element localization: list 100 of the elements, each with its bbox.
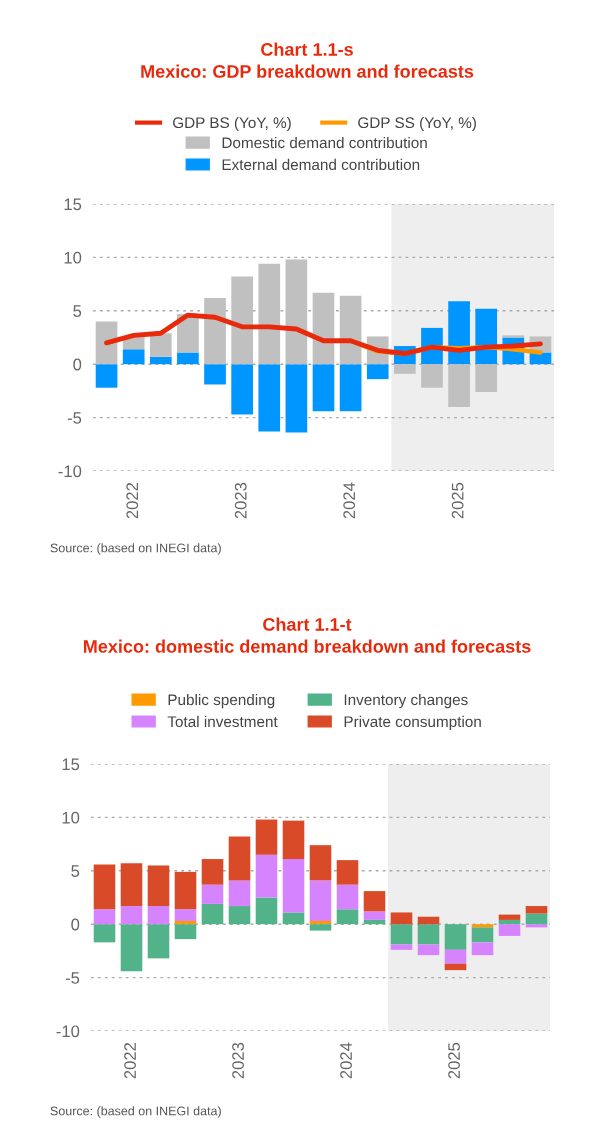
bar bbox=[525, 913, 548, 925]
bar bbox=[498, 924, 521, 936]
bar bbox=[339, 364, 362, 412]
x-tick-label: 2025 bbox=[448, 1042, 460, 1079]
bar bbox=[309, 921, 332, 925]
bar bbox=[147, 906, 170, 925]
line-series bbox=[104, 312, 543, 356]
bar bbox=[282, 820, 305, 860]
y-tick-label: 0 bbox=[71, 918, 80, 931]
bar bbox=[475, 364, 498, 392]
bar bbox=[149, 333, 172, 357]
bar bbox=[336, 909, 359, 925]
bar bbox=[309, 880, 332, 921]
bar bbox=[285, 259, 308, 365]
bar bbox=[231, 364, 253, 415]
chart-title: Chart 1.1-t bbox=[263, 617, 352, 631]
y-tick-label: -5 bbox=[65, 972, 80, 984]
bar bbox=[498, 919, 521, 925]
y-tick-label: 5 bbox=[73, 305, 82, 317]
bar bbox=[502, 335, 525, 338]
bar bbox=[258, 263, 281, 365]
x-tick-label: 2022 bbox=[126, 482, 139, 519]
bar bbox=[363, 919, 386, 925]
y-tick-label: 15 bbox=[62, 758, 80, 771]
x-tick-label: 2024 bbox=[340, 1042, 352, 1079]
bar bbox=[444, 949, 467, 964]
bar bbox=[93, 864, 116, 910]
legend-label: GDP BS (YoY, %) bbox=[173, 116, 291, 132]
bar bbox=[174, 871, 197, 910]
legend-label: Domestic demand contribution bbox=[222, 136, 427, 149]
bar bbox=[525, 906, 548, 914]
y-tick-label: 0 bbox=[73, 358, 82, 371]
bar bbox=[258, 364, 281, 432]
bar bbox=[231, 276, 253, 365]
bar bbox=[336, 860, 359, 885]
y-tick-label: 10 bbox=[64, 251, 82, 264]
bar bbox=[417, 916, 440, 925]
bar bbox=[309, 924, 332, 931]
y-tick-label: 15 bbox=[64, 198, 82, 211]
legend-label: Private consumption bbox=[344, 715, 481, 731]
bar bbox=[147, 924, 170, 959]
bar bbox=[285, 364, 308, 433]
bar bbox=[149, 356, 172, 365]
bar bbox=[525, 924, 548, 928]
bar bbox=[228, 880, 251, 907]
bar bbox=[282, 859, 305, 913]
legend-label: Public spending bbox=[168, 693, 275, 709]
bar bbox=[394, 364, 416, 374]
bar bbox=[363, 891, 386, 912]
bar bbox=[204, 297, 226, 365]
y-tick-label: 5 bbox=[71, 865, 80, 877]
bar bbox=[122, 349, 145, 365]
bar bbox=[147, 865, 170, 907]
y-tick-label: -10 bbox=[56, 1025, 80, 1038]
bar bbox=[282, 912, 305, 925]
bar bbox=[95, 364, 118, 388]
bar bbox=[174, 909, 197, 921]
bar bbox=[255, 819, 278, 855]
source-note: Source: (based on INEGI data) bbox=[50, 543, 221, 555]
bar bbox=[228, 906, 251, 925]
x-tick-label: 2023 bbox=[232, 1042, 244, 1079]
bar bbox=[201, 884, 224, 904]
bar bbox=[390, 912, 413, 925]
bar bbox=[177, 352, 199, 365]
bar bbox=[255, 854, 278, 898]
bar bbox=[448, 364, 470, 407]
bar bbox=[312, 364, 335, 412]
bar bbox=[498, 914, 521, 920]
x-tick-label: 2025 bbox=[451, 482, 464, 519]
bar bbox=[366, 364, 389, 380]
bar bbox=[471, 942, 494, 956]
bar bbox=[417, 944, 440, 956]
legend-label: External demand contribution bbox=[222, 158, 420, 171]
bar bbox=[120, 906, 143, 925]
x-tick-label: 2024 bbox=[343, 482, 356, 519]
y-tick-label: -5 bbox=[67, 412, 82, 424]
legend-label: Inventory changes bbox=[344, 693, 468, 709]
chart-subtitle: Mexico: GDP breakdown and forecasts bbox=[141, 64, 474, 78]
bar bbox=[336, 884, 359, 910]
legend-label: GDP SS (YoY, %) bbox=[358, 116, 476, 132]
bar bbox=[93, 909, 116, 925]
bar bbox=[120, 924, 143, 972]
bar bbox=[471, 927, 494, 943]
y-tick-label: -10 bbox=[58, 465, 82, 478]
bar bbox=[174, 924, 197, 940]
bar bbox=[204, 364, 226, 385]
bar bbox=[390, 924, 413, 945]
bar bbox=[120, 863, 143, 907]
source-note: Source: (based on INEGI data) bbox=[50, 1106, 221, 1118]
bar bbox=[421, 364, 443, 388]
bar bbox=[471, 924, 494, 928]
bar bbox=[174, 921, 197, 925]
bar bbox=[444, 924, 467, 950]
bar bbox=[95, 321, 118, 365]
bar bbox=[201, 903, 224, 925]
bar bbox=[255, 897, 278, 925]
bar bbox=[228, 836, 251, 881]
bar bbox=[309, 845, 332, 881]
chart-subtitle: Mexico: domestic demand breakdown and forecasts bbox=[83, 639, 531, 653]
bar bbox=[444, 963, 467, 971]
